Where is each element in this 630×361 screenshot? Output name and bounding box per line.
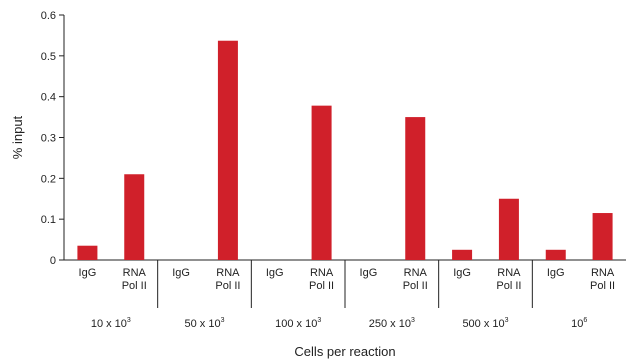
- category-label: RNA Pol II: [590, 267, 615, 292]
- y-tick-label: 0.4: [41, 92, 56, 104]
- category-label: RNA Pol II: [496, 267, 521, 292]
- group-label: 100 x 103: [275, 317, 321, 330]
- category-labels: IgG RNA Pol II IgG RNA Pol II IgG RNA Pol II IgG R…: [79, 267, 616, 292]
- bar-rna-pol-ii: [498, 198, 519, 260]
- y-tick-label: 0.1: [41, 214, 56, 226]
- bar-rna-pol-ii: [124, 174, 145, 260]
- group-label: 500 x 103: [462, 317, 508, 330]
- y-axis-title: % input: [10, 115, 25, 159]
- group-label: 10 x 103: [91, 317, 131, 330]
- category-label: RNA Pol II: [122, 267, 147, 292]
- y-tick-label: 0.5: [41, 51, 56, 63]
- x-axis-title: Cells per reaction: [294, 344, 395, 359]
- y-axis-ticks: 0 0.1 0.2 0.3 0.4 0.5 0.6: [41, 10, 64, 267]
- group-label: 106: [571, 317, 587, 330]
- group-separators: [157, 260, 533, 308]
- bar-rna-pol-ii: [311, 105, 332, 261]
- bar-rna-pol-ii: [217, 40, 238, 260]
- bar-rna-pol-ii: [592, 213, 613, 260]
- category-label: IgG: [547, 267, 565, 279]
- category-label: RNA Pol II: [215, 267, 240, 292]
- bar-igg: [452, 249, 473, 260]
- category-label: IgG: [453, 267, 471, 279]
- bars: [77, 40, 613, 261]
- group-label: 50 x 103: [185, 317, 225, 330]
- category-label: IgG: [266, 267, 284, 279]
- category-label: IgG: [172, 267, 190, 279]
- group-labels: 10 x 103 50 x 103 100 x 103 250 x 103 500 x …: [91, 317, 588, 330]
- y-tick-label: 0.2: [41, 173, 56, 185]
- bar-igg: [545, 249, 566, 260]
- category-label: IgG: [79, 267, 97, 279]
- y-tick-label: 0.6: [41, 10, 56, 22]
- bar-rna-pol-ii: [405, 117, 426, 260]
- category-label: RNA Pol II: [403, 267, 428, 292]
- category-label: RNA Pol II: [309, 267, 334, 292]
- y-tick-label: 0: [50, 255, 56, 267]
- bar-igg: [77, 245, 98, 260]
- group-label: 250 x 103: [369, 317, 415, 330]
- category-label: IgG: [360, 267, 378, 279]
- y-tick-label: 0.3: [41, 133, 56, 145]
